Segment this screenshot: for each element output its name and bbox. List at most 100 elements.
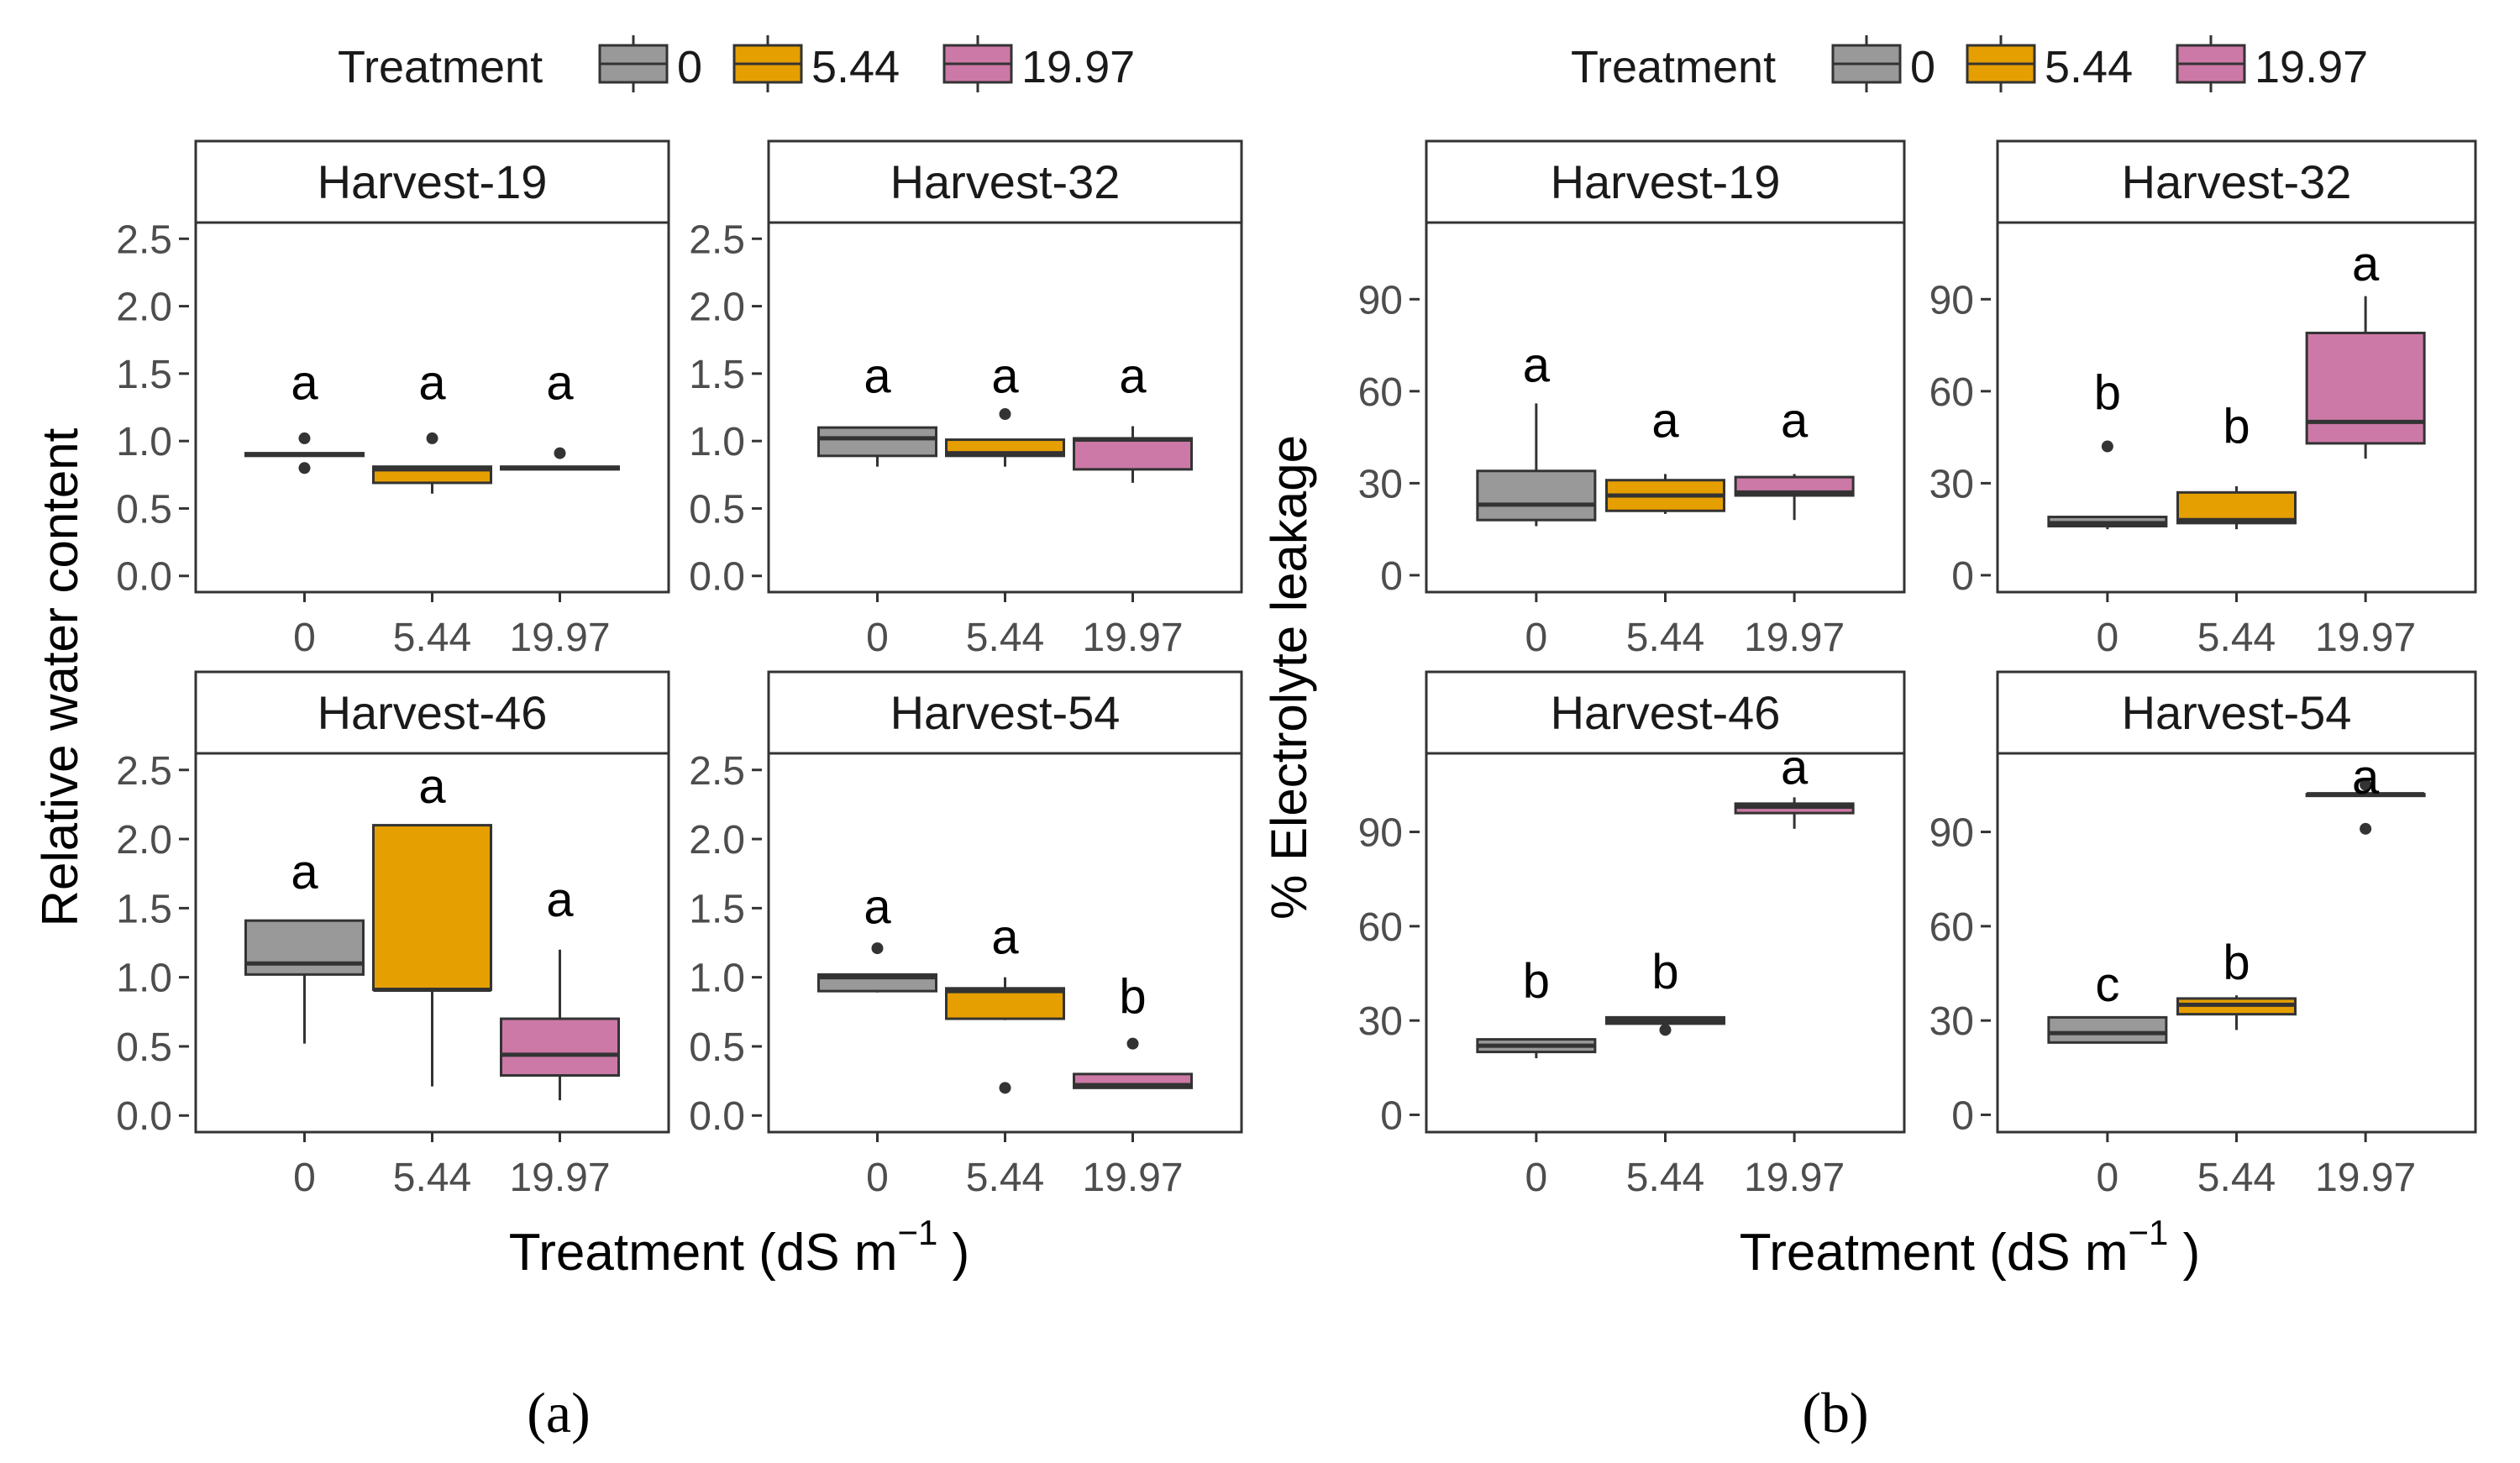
significance-letter: a <box>991 349 1019 404</box>
x-axis-label-close: ) <box>2168 1224 2200 1282</box>
legend-label-0: 0 <box>677 42 702 92</box>
facet-harvest-46: Harvest-46 0 30 60 90 0 5.44 19.97 b b a <box>1358 670 1906 1200</box>
box-19-97: a <box>500 873 621 1101</box>
outlier-point <box>871 942 884 955</box>
y-tick-label: 0.0 <box>116 1094 172 1139</box>
x-tick-label: 0 <box>1525 1156 1548 1200</box>
facet-title: Harvest-54 <box>890 686 1121 739</box>
y-tick-label: 30 <box>1358 999 1403 1044</box>
box-19-97: a <box>1734 393 1855 521</box>
y-tick-label: 0 <box>1380 1093 1403 1138</box>
box-19-97: a <box>2305 750 2426 835</box>
outlier-point <box>1659 1024 1672 1036</box>
box-body <box>372 824 492 991</box>
y-tick-label: 2.5 <box>689 218 745 262</box>
x-tick-label: 19.97 <box>509 616 610 660</box>
y-tick-label: 30 <box>1929 999 1974 1044</box>
box-body <box>1476 469 1597 522</box>
x-tick-label: 5.44 <box>1626 616 1704 660</box>
significance-letter: a <box>1781 393 1809 448</box>
y-tick-label: 2.0 <box>689 818 745 863</box>
x-tick-label: 0 <box>2097 1156 2119 1200</box>
outlier-point <box>298 432 311 444</box>
legend-key-19-97: 19.97 <box>2176 35 2368 92</box>
box-body <box>244 919 365 976</box>
box-19-97: b <box>1073 969 1194 1089</box>
box-0: a <box>816 879 937 993</box>
x-tick-label: 19.97 <box>2315 1156 2416 1200</box>
outlier-point <box>554 447 566 459</box>
y-tick-label: 1.5 <box>116 887 172 931</box>
legend-label-5-44: 5.44 <box>2045 42 2133 92</box>
legend-label-19-97: 19.97 <box>1021 42 1135 92</box>
legend-label-19-97: 19.97 <box>2255 42 2368 92</box>
box-body <box>2047 1015 2168 1044</box>
box-19-97: a <box>1073 349 1194 483</box>
facet-title: Harvest-54 <box>2122 686 2352 739</box>
y-axis-label: % Electrolyte leakage <box>1261 435 1317 920</box>
panel-frame <box>194 752 670 1134</box>
x-axis-label-main: Treatment (dS m <box>1740 1224 2129 1282</box>
legend-key-0: 0 <box>598 35 702 92</box>
y-tick-label: 2.0 <box>116 286 172 330</box>
legend-key-19-97: 19.97 <box>942 35 1135 92</box>
outlier-point <box>999 408 1011 421</box>
legend: Treatment 0 5.44 19.97 <box>1571 35 2368 92</box>
box-0: a <box>244 845 365 1044</box>
y-tick-label: 0.5 <box>689 487 745 532</box>
significance-letter: b <box>2223 400 2250 454</box>
box-0: a <box>816 349 937 467</box>
panel-frame <box>1996 752 2477 1134</box>
x-axis-label-main: Treatment (dS m <box>509 1224 898 1282</box>
facet-title: Harvest-32 <box>2122 155 2352 208</box>
y-tick-label: 1.5 <box>689 353 745 397</box>
y-tick-label: 60 <box>1358 905 1403 950</box>
legend-label-5-44: 5.44 <box>811 42 900 92</box>
facet-strip <box>1425 139 1906 224</box>
significance-letter: a <box>418 356 446 411</box>
facet-title: Harvest-19 <box>1551 155 1781 208</box>
facet-title: Harvest-32 <box>890 155 1121 208</box>
significance-letter: a <box>864 349 891 404</box>
facet-strip <box>1425 670 1906 755</box>
x-axis-label-close: ) <box>937 1224 969 1282</box>
y-tick-label: 90 <box>1929 278 1974 322</box>
box-5-44: a <box>945 349 1065 467</box>
y-tick-label: 60 <box>1929 370 1974 415</box>
y-tick-label: 2.0 <box>689 286 745 330</box>
x-tick-label: 0 <box>293 616 316 660</box>
box-body <box>500 1017 621 1078</box>
box-body <box>1073 437 1194 471</box>
y-tick-label: 30 <box>1929 462 1974 506</box>
y-tick-label: 0.0 <box>116 555 172 600</box>
facet-title: Harvest-19 <box>318 155 548 208</box>
legend-key-5-44: 5.44 <box>1966 35 2133 92</box>
figure-0: Treatment 0 5.44 19.97 Relative water conten… <box>32 35 1243 1445</box>
significance-letter: a <box>291 845 318 899</box>
y-tick-label: 1.0 <box>689 420 745 464</box>
facet-harvest-19: Harvest-19 0 30 60 90 0 5.44 19.97 a a a <box>1358 139 1906 660</box>
y-tick-label: 0.0 <box>689 1094 745 1139</box>
significance-letter: a <box>991 910 1019 965</box>
box-5-44: b <box>2176 936 2297 1030</box>
y-tick-label: 0.0 <box>689 555 745 600</box>
y-tick-label: 90 <box>1358 278 1403 322</box>
figure-1: Treatment 0 5.44 19.97 % Electrolyte leakage… <box>1261 35 2477 1445</box>
x-tick-label: 19.97 <box>1082 616 1183 660</box>
panel-caption: (a) <box>527 1381 590 1445</box>
x-tick-label: 19.97 <box>509 1156 610 1200</box>
x-axis-label-exponent: −1 <box>898 1213 938 1252</box>
box-5-44: a <box>945 910 1065 1094</box>
x-tick-label: 5.44 <box>966 616 1044 660</box>
x-tick-label: 5.44 <box>2197 616 2276 660</box>
facet-harvest-46: Harvest-46 0.0 0.5 1.0 1.5 2.0 2.5 0 5.44 19.97 a a… <box>116 670 670 1200</box>
box-5-44: b <box>1605 945 1725 1036</box>
significance-letter: b <box>1523 954 1550 1009</box>
facet-harvest-19: Harvest-19 0.0 0.5 1.0 1.5 2.0 2.5 0 5.44 19.97 a a… <box>116 139 670 660</box>
significance-letter: b <box>1119 969 1146 1024</box>
significance-letter: a <box>2352 750 2380 805</box>
outlier-point <box>2101 440 2113 453</box>
significance-letter: a <box>864 879 891 934</box>
x-tick-label: 0 <box>1525 616 1548 660</box>
